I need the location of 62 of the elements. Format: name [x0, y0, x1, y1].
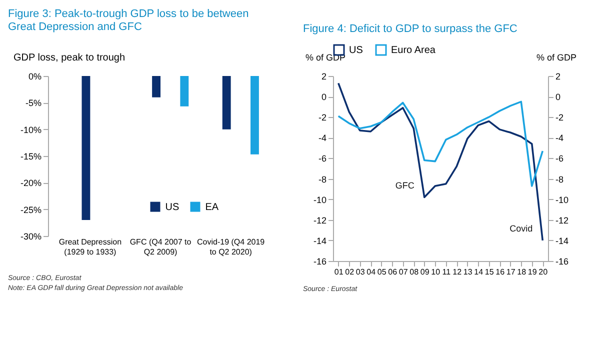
y2-tick-label: 2 — [556, 72, 561, 82]
line-series — [337, 82, 544, 242]
x-tick-label: 14 — [474, 268, 484, 276]
y-tick-label: -25% — [20, 204, 42, 215]
legend-label: EA — [205, 202, 219, 213]
x-tick-label: 17 — [506, 268, 516, 276]
x-tick-label: 20 — [538, 268, 548, 276]
y-tick-label: -5% — [25, 98, 42, 108]
x-tick-label: 16 — [496, 268, 506, 276]
chart-title: Figure 3: Peak-to-trough GDP loss to be between Great Depression and GFC — [8, 8, 249, 33]
y-tick-label: -15% — [20, 152, 42, 162]
chart-title: Figure 4: Deficit to GDP to surpass the GFC — [303, 23, 518, 35]
x-tick-label: 06 — [388, 268, 398, 276]
y-tick-label: -2 — [318, 112, 326, 123]
x-tick-label: 12 — [452, 268, 462, 276]
y-tick-label: -30% — [20, 232, 42, 242]
x-tick-label: 08 — [410, 268, 420, 276]
y2-tick-label: -2 — [556, 112, 564, 123]
x-tick-label: 02 — [345, 268, 355, 276]
y-tick-label: -10% — [20, 124, 42, 135]
x-tick-label: 07 — [398, 268, 408, 276]
y-tick-label: 2 — [321, 72, 326, 82]
y2-tick-label: -8 — [556, 174, 564, 184]
x-tick-label: 13 — [463, 268, 473, 276]
x-tick-label: 04 — [366, 268, 376, 276]
x-tick-label: Great Depression (1929 to 1933) — [58, 238, 122, 256]
y-tick-label: -4 — [318, 133, 326, 144]
line-series — [337, 100, 544, 187]
y-tick-label: -20% — [20, 178, 42, 188]
x-tick-label: 15 — [484, 268, 494, 276]
y2-tick-label: -16 — [556, 256, 569, 266]
legend-label: US — [349, 45, 364, 56]
y-tick-label: -12 — [313, 215, 326, 226]
x-tick-label: 10 — [431, 268, 441, 276]
x-tick-label: 18 — [517, 268, 527, 276]
y2-tick-label: 0 — [556, 92, 561, 102]
y2-axis-title: % of GDP — [536, 52, 577, 62]
legend-label: Euro Area — [391, 45, 436, 56]
y-tick-label: -14 — [313, 236, 326, 246]
x-tick-label: 19 — [528, 268, 538, 276]
y2-tick-label: -10 — [556, 194, 569, 205]
x-tick-label: GFC (Q4 2007 to Q2 2009) — [130, 238, 192, 256]
y-tick-label: -16 — [313, 256, 326, 266]
x-tick-label: 05 — [377, 268, 387, 276]
y-tick-label: 0% — [28, 72, 42, 82]
x-tick-label: Covid-19 (Q4 2019 to Q2 2020) — [197, 238, 266, 256]
y-axis-title: GDP loss, peak to trough — [14, 52, 126, 64]
y2-tick-label: -12 — [556, 215, 569, 226]
y-tick-label: 0 — [321, 92, 326, 102]
x-tick-label: 11 — [442, 268, 452, 276]
y2-tick-label: -6 — [556, 154, 564, 164]
x-tick-label: 03 — [356, 268, 366, 276]
annotation: Covid — [510, 223, 533, 234]
x-tick-label: 01 — [334, 268, 344, 276]
y-tick-label: -10 — [313, 194, 326, 205]
y-tick-label: -6 — [318, 154, 326, 164]
y-tick-label: -8 — [318, 174, 326, 184]
legend-label: US — [165, 202, 180, 213]
y2-tick-label: -4 — [556, 133, 564, 144]
y2-tick-label: -14 — [556, 236, 569, 246]
annotation: GFC — [395, 180, 415, 190]
x-tick-label: 09 — [420, 268, 430, 276]
